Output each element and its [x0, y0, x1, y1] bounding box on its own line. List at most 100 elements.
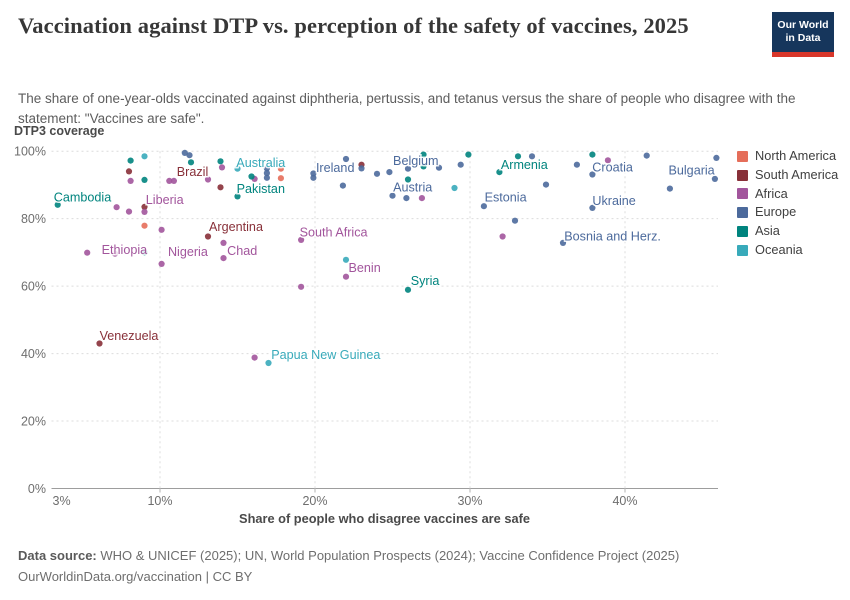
data-point-south-america[interactable]	[217, 184, 224, 191]
data-point-asia[interactable]	[234, 193, 241, 200]
data-point-asia[interactable]	[54, 201, 61, 208]
data-point-oceania[interactable]	[234, 165, 241, 172]
data-point-europe[interactable]	[666, 185, 674, 192]
data-point-europe[interactable]	[342, 155, 350, 163]
data-point-africa[interactable]	[220, 255, 227, 262]
data-point-europe[interactable]	[528, 153, 536, 160]
license-line[interactable]: OurWorldinData.org/vaccination | CC BY	[18, 568, 253, 584]
legend-item-europe[interactable]: Europe	[737, 206, 838, 219]
data-point-europe[interactable]	[386, 169, 393, 176]
data-point-asia[interactable]	[465, 151, 472, 158]
legend-swatch	[737, 244, 748, 256]
data-point-africa[interactable]	[84, 249, 91, 256]
chart-subtitle: The share of one-year-olds vaccinated ag…	[18, 91, 796, 126]
data-point-africa[interactable]	[166, 177, 173, 184]
data-point-europe[interactable]	[713, 154, 720, 161]
data-point-south-america[interactable]	[96, 340, 103, 347]
data-source-label: Data source:	[18, 548, 97, 563]
data-point-europe[interactable]	[559, 239, 567, 246]
owid-logo[interactable]: Our World in Data	[772, 12, 834, 57]
data-point-europe[interactable]	[573, 161, 581, 168]
data-point-oceania[interactable]	[141, 153, 148, 160]
data-point-africa[interactable]	[127, 177, 134, 184]
data-point-europe[interactable]	[403, 195, 410, 202]
data-point-europe[interactable]	[339, 182, 346, 189]
data-point-africa[interactable]	[604, 157, 612, 164]
data-point-asia[interactable]	[248, 173, 255, 180]
data-point-europe[interactable]	[263, 174, 270, 181]
data-point-europe[interactable]	[263, 170, 270, 177]
data-point-africa[interactable]	[298, 236, 305, 243]
data-point-africa[interactable]	[251, 354, 258, 361]
country-label: Ukraine	[592, 194, 635, 208]
data-point-europe[interactable]	[404, 165, 412, 172]
data-point-africa[interactable]	[220, 239, 227, 246]
data-point-europe[interactable]	[310, 170, 317, 177]
data-point-europe[interactable]	[435, 164, 443, 171]
data-point-europe[interactable]	[358, 165, 365, 172]
data-point-north-america[interactable]	[141, 222, 148, 229]
data-point-asia[interactable]	[404, 286, 412, 293]
data-point-europe[interactable]	[263, 165, 270, 172]
data-point-africa[interactable]	[204, 176, 212, 183]
country-label: Pakistan	[237, 182, 285, 196]
data-point-south-america[interactable]	[204, 233, 212, 240]
data-point-europe[interactable]	[480, 203, 487, 210]
data-point-asia[interactable]	[514, 153, 522, 160]
data-point-africa[interactable]	[298, 283, 305, 290]
data-point-asia[interactable]	[141, 176, 148, 183]
data-point-asia[interactable]	[127, 157, 134, 164]
data-point-europe[interactable]	[310, 174, 317, 181]
data-point-south-america[interactable]	[125, 168, 133, 175]
legend-item-north-america[interactable]: North America	[737, 149, 838, 163]
chart-footer: Data source: WHO & UNICEF (2025); UN, Wo…	[18, 546, 679, 588]
data-point-asia[interactable]	[589, 151, 596, 158]
country-label: Ireland	[316, 161, 355, 175]
data-point-africa[interactable]	[125, 208, 133, 215]
y-tick-label: 40%	[21, 347, 46, 361]
country-label: Argentina	[209, 220, 263, 234]
data-point-asia[interactable]	[187, 159, 195, 166]
data-point-south-america[interactable]	[141, 203, 148, 210]
data-point-asia[interactable]	[404, 176, 412, 183]
data-point-europe[interactable]	[511, 217, 519, 224]
data-point-oceania[interactable]	[342, 256, 350, 263]
legend-item-africa[interactable]: Africa	[737, 187, 838, 201]
data-point-europe[interactable]	[589, 204, 596, 211]
data-point-africa[interactable]	[218, 164, 226, 171]
data-point-oceania[interactable]	[265, 359, 272, 367]
data-point-north-america[interactable]	[277, 165, 284, 172]
data-point-asia[interactable]	[496, 169, 503, 176]
country-label: Nigeria	[168, 245, 208, 259]
data-point-europe[interactable]	[589, 171, 596, 178]
data-point-asia[interactable]	[141, 249, 148, 256]
legend-item-oceania[interactable]: Oceania	[737, 241, 838, 257]
data-point-europe[interactable]	[711, 175, 719, 182]
data-point-africa[interactable]	[170, 177, 177, 184]
data-point-africa[interactable]	[342, 273, 350, 280]
data-point-europe[interactable]	[542, 181, 550, 188]
legend-item-asia[interactable]: Asia	[737, 224, 838, 238]
data-point-asia[interactable]	[420, 163, 427, 170]
data-point-europe[interactable]	[457, 161, 464, 168]
data-point-africa[interactable]	[111, 250, 119, 257]
data-point-europe[interactable]	[186, 152, 193, 159]
data-point-europe[interactable]	[389, 192, 396, 199]
data-point-asia[interactable]	[420, 151, 427, 158]
legend-swatch	[737, 207, 748, 219]
legend-label: Oceania	[755, 241, 803, 257]
data-point-africa[interactable]	[141, 208, 148, 215]
data-point-europe[interactable]	[643, 152, 650, 159]
data-point-africa[interactable]	[418, 195, 425, 202]
data-point-africa[interactable]	[113, 204, 120, 211]
data-point-north-america[interactable]	[277, 175, 284, 182]
legend-item-south-america[interactable]: South America	[737, 168, 838, 182]
data-point-asia[interactable]	[217, 158, 224, 165]
data-point-europe[interactable]	[373, 170, 381, 177]
data-point-africa[interactable]	[158, 226, 165, 233]
data-point-europe[interactable]	[181, 149, 188, 156]
data-point-africa[interactable]	[499, 233, 506, 240]
data-point-africa[interactable]	[158, 260, 165, 267]
data-point-oceania[interactable]	[451, 184, 458, 192]
